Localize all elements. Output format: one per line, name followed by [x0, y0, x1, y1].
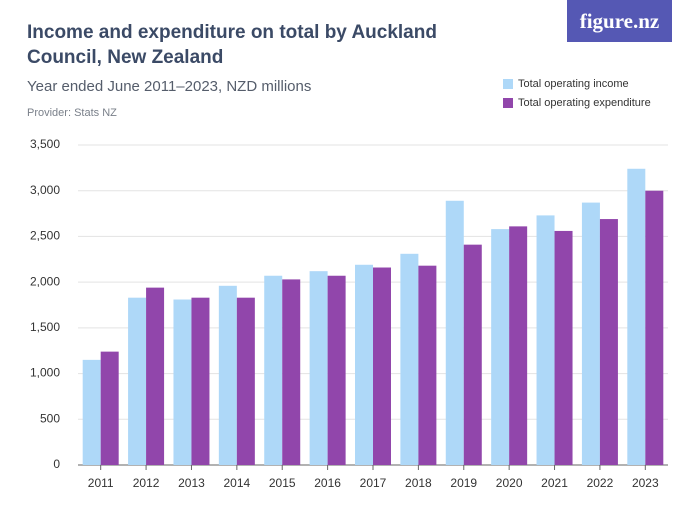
x-tick-label: 2023 [632, 476, 659, 490]
legend-swatch [503, 98, 513, 108]
bar [373, 267, 391, 465]
bar [128, 297, 147, 465]
bar [309, 271, 328, 465]
legend-swatch [503, 79, 513, 89]
bar [463, 244, 482, 465]
bar [100, 351, 119, 465]
provider: Provider: Stats NZ [27, 107, 117, 119]
bar [554, 230, 573, 465]
bar [173, 299, 192, 465]
x-tick-label: 2022 [587, 476, 614, 490]
logo[interactable]: figure.nz [567, 0, 672, 42]
bar [445, 200, 464, 465]
bar [627, 168, 646, 465]
bar [282, 279, 301, 465]
bar [645, 190, 664, 465]
y-tick-label: 1,000 [30, 366, 60, 380]
y-tick-label: 500 [40, 411, 60, 425]
chart-title: Income and expenditure on total by Auckl… [27, 22, 437, 68]
bar [82, 359, 101, 465]
x-tick-label: 2015 [269, 476, 296, 490]
bar [509, 226, 528, 465]
legend-label: Total operating income [518, 78, 629, 90]
bar [264, 275, 283, 465]
chart-subtitle: Year ended June 2011–2023, NZD millions [27, 78, 312, 95]
y-tick-label: 2,500 [30, 229, 60, 243]
bar [327, 275, 346, 465]
x-tick-label: 2014 [223, 476, 250, 490]
bar [146, 287, 165, 465]
x-tick-label: 2018 [405, 476, 432, 490]
x-tick-label: 2021 [541, 476, 568, 490]
bar [418, 265, 437, 465]
bar [355, 264, 373, 465]
x-tick-label: 2020 [496, 476, 523, 490]
x-tick-label: 2017 [360, 476, 387, 490]
x-tick-label: 2012 [133, 476, 160, 490]
x-tick-label: 2013 [178, 476, 205, 490]
bar [581, 202, 600, 465]
legend-label: Total operating expenditure [518, 97, 651, 109]
x-tick-label: 2011 [88, 476, 114, 490]
bar [536, 215, 555, 465]
y-tick-label: 0 [53, 457, 60, 471]
bar [400, 253, 419, 465]
bar [599, 219, 618, 465]
bar [491, 229, 510, 465]
y-tick-label: 1,500 [30, 320, 60, 334]
x-tick-label: 2019 [450, 476, 477, 490]
x-tick-label: 2016 [314, 476, 341, 490]
legend: Total operating income Total operating ex… [503, 78, 651, 109]
bar [191, 297, 210, 465]
bar [218, 285, 237, 465]
y-tick-label: 3,000 [30, 183, 60, 197]
y-tick-label: 2,000 [30, 274, 60, 288]
bar [236, 297, 255, 465]
y-tick-label: 3,500 [30, 137, 60, 151]
